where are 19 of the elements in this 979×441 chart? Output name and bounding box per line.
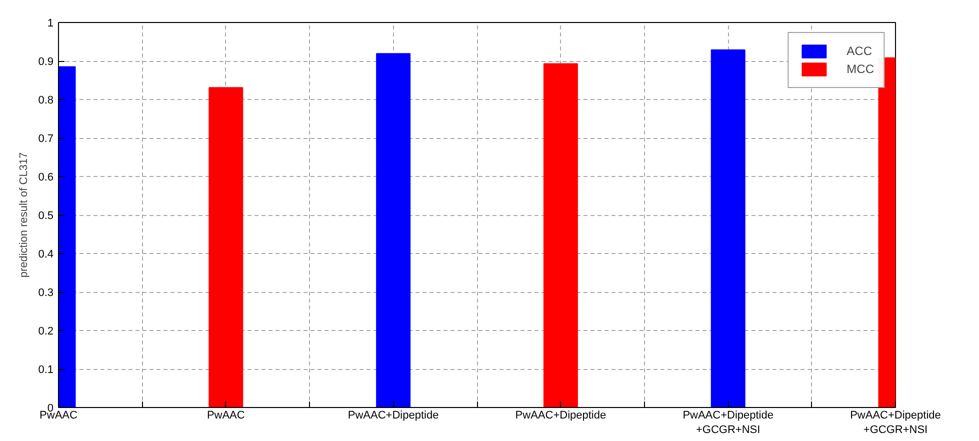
x-tick-label: PwAAC+Dipeptide <box>348 410 439 422</box>
y-tick-label: 0.5 <box>38 210 54 222</box>
y-tick-label: 0.7 <box>38 133 54 145</box>
y-axis-title: prediction result of CL317 <box>18 152 30 278</box>
x-tick-label: PwAAC+Dipeptide +GCGR+NSI <box>850 410 941 436</box>
legend-label: ACC <box>846 44 872 58</box>
y-tick-label: 0.1 <box>38 364 54 376</box>
y-tick-label: 0.3 <box>38 287 54 299</box>
y-tick-label: 0.6 <box>38 172 54 184</box>
y-tick-label: 0.9 <box>38 56 54 68</box>
legend-label: MCC <box>846 62 874 76</box>
y-tick-label: 0.8 <box>38 94 54 106</box>
y-tick-label: 0.4 <box>38 248 54 260</box>
x-tick-label: PwAAC+Dipeptide +GCGR+NSI <box>682 410 774 436</box>
x-tick-label: PwAAC <box>206 410 245 422</box>
y-tick-label: 1 <box>47 18 54 30</box>
x-tick-label: PwAAC <box>40 410 78 422</box>
x-tick-label: PwAAC+Dipeptide <box>515 410 606 422</box>
y-tick-label: 0.2 <box>38 326 54 338</box>
